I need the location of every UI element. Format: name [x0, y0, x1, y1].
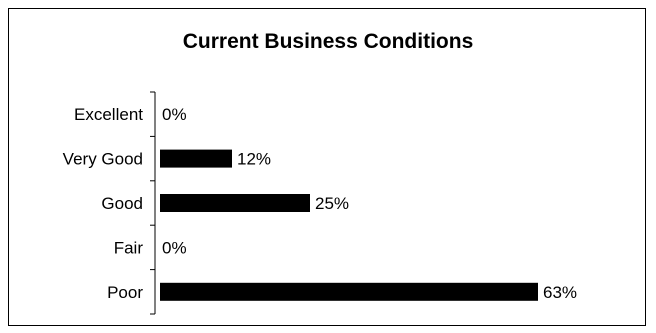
chart-title: Current Business Conditions: [182, 30, 474, 53]
data-label: 25%: [315, 194, 349, 213]
category-label: Excellent: [74, 105, 143, 124]
category-label: Very Good: [63, 150, 143, 169]
data-label: 12%: [237, 150, 271, 169]
chart-frame: [8, 8, 646, 326]
category-label: Good: [101, 194, 143, 213]
bar: [160, 149, 232, 168]
bar: [160, 194, 310, 212]
data-label: 0%: [162, 105, 187, 124]
bar: [160, 282, 538, 301]
category-label: Poor: [107, 283, 143, 302]
category-label: Fair: [114, 238, 144, 257]
data-label: 63%: [543, 283, 577, 302]
data-label: 0%: [162, 238, 187, 257]
